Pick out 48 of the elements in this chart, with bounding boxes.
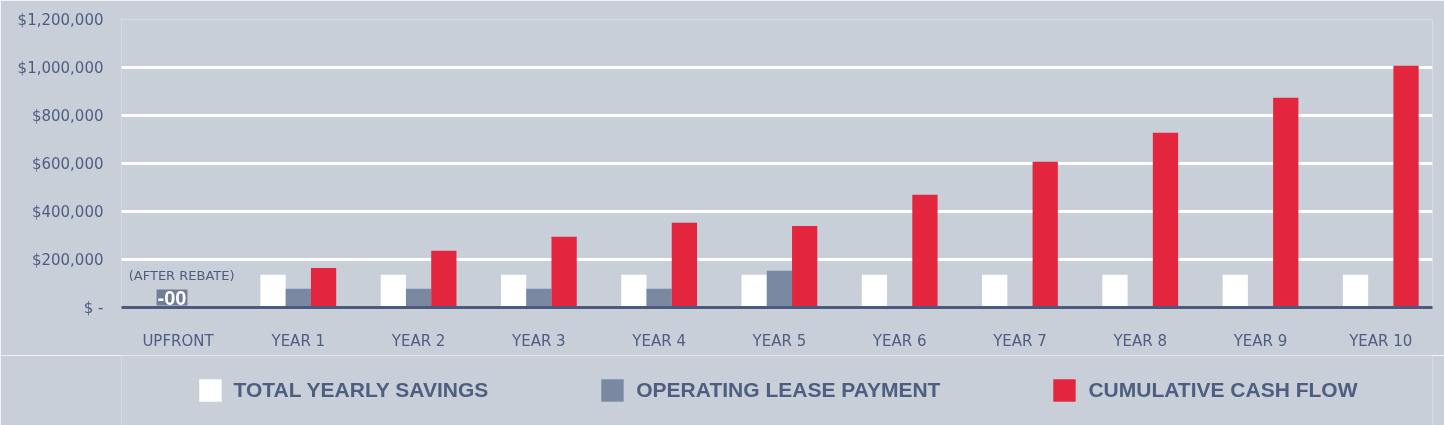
annotation: (AFTER REBATE)	[128, 268, 235, 283]
x-tick-label: YEAR 9	[1232, 331, 1288, 350]
bar	[405, 288, 432, 308]
bar	[741, 274, 767, 308]
bar	[310, 267, 337, 308]
bar	[285, 288, 311, 308]
bar	[1102, 274, 1128, 308]
y-tick-label: $800,000	[31, 106, 104, 125]
bar	[766, 270, 793, 308]
bar	[1152, 132, 1179, 308]
x-tick-label: YEAR 5	[751, 331, 807, 350]
bar	[500, 274, 527, 308]
y-tick-label: $400,000	[31, 202, 104, 221]
bar	[551, 236, 577, 308]
x-tick-label: YEAR 7	[992, 331, 1047, 350]
bar	[1393, 65, 1419, 308]
x-tick-label: YEAR 4	[631, 331, 686, 350]
y-tick-label: $ -	[83, 298, 104, 317]
bar	[982, 274, 1008, 308]
bar	[260, 274, 286, 308]
bar	[431, 250, 457, 308]
x-tick-label: YEAR 6	[871, 331, 927, 350]
bar	[792, 225, 818, 308]
y-tick-label: $200,000	[31, 250, 104, 269]
x-tick-label: UPFRONT	[142, 331, 215, 350]
legend-label: OPERATING LEASE PAYMENT	[636, 377, 941, 403]
bar	[380, 274, 406, 308]
bar	[1032, 161, 1058, 308]
bar	[861, 274, 888, 308]
x-tick-label: YEAR 8	[1112, 331, 1168, 350]
bar	[1273, 97, 1299, 308]
bar	[526, 288, 552, 308]
y-tick-label: $1,000,000	[17, 58, 104, 77]
y-tick-label: $600,000	[31, 154, 104, 173]
bar	[1222, 274, 1248, 308]
legend-label: CUMULATIVE CASH FLOW	[1088, 377, 1358, 403]
x-tick-label: YEAR 2	[390, 331, 446, 350]
legend-label: TOTAL YEARLY SAVINGS	[233, 377, 489, 403]
bar	[646, 288, 672, 308]
annotation: -00	[157, 286, 187, 309]
x-tick-label: YEAR 1	[270, 331, 326, 350]
x-tick-label: YEAR 10	[1348, 331, 1413, 350]
bar	[671, 222, 698, 308]
bar	[621, 274, 647, 308]
bar	[1342, 274, 1369, 308]
bar	[912, 194, 938, 308]
y-tick-label: $1,200,000	[17, 10, 104, 29]
x-tick-label: YEAR 3	[511, 331, 566, 350]
